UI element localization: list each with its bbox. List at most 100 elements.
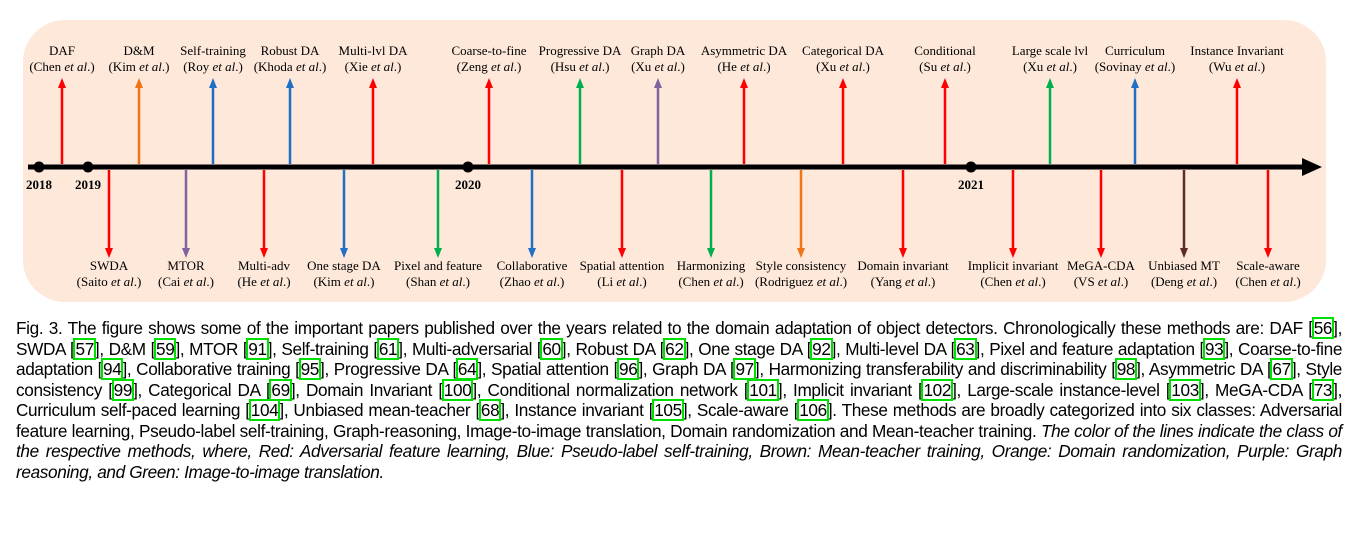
caption-text: , Coarse-to-fine adaptation <box>16 338 1343 380</box>
arrowhead-up-icon <box>654 78 662 88</box>
citation-link[interactable]: 62 <box>663 337 686 360</box>
citation-link[interactable]: 106 <box>797 399 829 421</box>
et-al: et al <box>579 59 602 74</box>
method-label: MeGA-CDA (VS et al.) <box>1067 258 1135 290</box>
caption-text: , Pixel and feature adaptation <box>979 338 1200 359</box>
citation-link[interactable]: 69 <box>269 378 292 401</box>
citation-link[interactable]: 91 <box>246 337 269 360</box>
method-label: SWDA (Saito et al.) <box>77 258 142 290</box>
method-author: (Sovinay et al.) <box>1094 59 1176 74</box>
citation-link[interactable]: 99 <box>111 378 135 401</box>
caption-text: , Unbiased mean-teacher <box>283 400 476 420</box>
timeline-svg <box>28 78 1322 258</box>
author-name: (He <box>237 274 261 289</box>
method-name: One stage DA <box>307 258 381 273</box>
et-al: et al <box>533 274 557 289</box>
arrowhead-up-icon <box>135 78 143 88</box>
year-marker-dot <box>965 161 977 173</box>
author-name: (Deng <box>1150 274 1187 289</box>
citation-link[interactable]: 92 <box>810 337 833 360</box>
method-label: Instance Invariant (Wu et al.) <box>1190 43 1283 75</box>
arrowhead-down-icon <box>434 248 442 258</box>
figure-caption: Fig. 3. The figure shows some of the imp… <box>16 317 1343 482</box>
year-label: 2019 <box>75 177 101 192</box>
arrowhead-up-icon <box>369 78 377 88</box>
et-al: et al <box>1046 59 1070 74</box>
et-al: et al <box>654 59 678 74</box>
citation-link[interactable]: 68 <box>478 399 502 421</box>
method-author: (Hsu et al.) <box>550 59 610 74</box>
citation-link[interactable]: 94 <box>101 358 124 380</box>
method-name: Style consistency <box>755 258 847 273</box>
et-al: et al <box>212 59 236 74</box>
arrowhead-down-icon <box>707 248 715 258</box>
et-al: et al <box>1097 274 1121 289</box>
method-label: Curriculum (Sovinay et al.) <box>1095 43 1176 75</box>
caption-text: , MeGA-CDA <box>1204 379 1309 400</box>
citation-link[interactable]: 95 <box>298 358 322 380</box>
arrowhead-up-icon <box>1131 78 1139 88</box>
et-al: et al <box>1270 274 1294 289</box>
citation-link[interactable]: 67 <box>1270 358 1293 380</box>
caption-text: , Spatial attention <box>481 359 614 379</box>
arrowhead-up-icon <box>1233 78 1241 88</box>
citation-link[interactable]: 102 <box>921 378 954 401</box>
citation-link[interactable]: 63 <box>954 337 977 360</box>
citation-link[interactable]: 96 <box>616 358 640 380</box>
method-author: (Chen et al.) <box>980 274 1046 289</box>
author-name: (Kim <box>108 59 140 74</box>
citation-link[interactable]: 98 <box>1114 358 1138 380</box>
citation-link[interactable]: 59 <box>153 337 177 360</box>
method-name: Domain invariant <box>857 258 949 273</box>
citation-link[interactable]: 101 <box>747 378 779 401</box>
citation-link[interactable]: 103 <box>1169 378 1201 401</box>
citation-link[interactable]: 93 <box>1202 337 1226 360</box>
method-label: Multi-lvl DA (Xie et al.) <box>339 43 408 75</box>
arrowhead-up-icon <box>58 78 66 88</box>
caption-text: , Graph DA <box>642 359 731 379</box>
method-name: DAF <box>48 43 75 58</box>
arrowhead-up-icon <box>485 78 493 88</box>
citation-link[interactable]: 97 <box>733 358 756 380</box>
method-name: Unbiased MT <box>1148 258 1220 273</box>
method-author: (Chen et al.) <box>678 274 744 289</box>
citation-link[interactable]: 60 <box>540 337 563 360</box>
arrowhead-down-icon <box>260 248 268 258</box>
arrowhead-down-icon <box>1009 248 1017 258</box>
citation-link[interactable]: 100 <box>441 378 474 401</box>
citation-link[interactable]: 64 <box>455 358 479 380</box>
method-label: Collaborative (Zhao et al.) <box>497 258 568 290</box>
arrowhead-down-icon <box>528 248 536 258</box>
caption-text: , Multi-level DA <box>836 338 951 359</box>
caption-text: , Large-scale instance-level <box>956 379 1166 400</box>
method-author: (VS et al.) <box>1073 274 1129 289</box>
method-name: Multi-lvl DA <box>338 43 408 58</box>
method-name: SWDA <box>89 258 129 273</box>
citation-link[interactable]: 61 <box>376 337 400 360</box>
citation-link[interactable]: 56 <box>1311 317 1335 339</box>
arrowhead-down-icon <box>1180 248 1188 258</box>
citation-link[interactable]: 104 <box>248 399 281 421</box>
author-name: (Cai <box>158 274 184 289</box>
caption-text: , Implicit invariant <box>782 379 919 400</box>
arrowhead-down-icon <box>618 248 626 258</box>
citation-link[interactable]: 105 <box>652 399 684 421</box>
method-author: (Xu et al.) <box>816 59 870 74</box>
timeline-panel <box>23 20 1326 302</box>
year-label: 2018 <box>26 177 52 192</box>
arrowhead-down-icon <box>340 248 348 258</box>
method-author: (Rodriguez et al.) <box>754 274 848 289</box>
method-label: Implicit invariant (Chen et al.) <box>968 258 1059 290</box>
citation-link[interactable]: 57 <box>73 337 96 360</box>
method-label: Self-training (Roy et al.) <box>180 43 246 75</box>
method-name: Scale-aware <box>1236 258 1300 273</box>
author-name: (Kim <box>313 274 345 289</box>
et-al: et al <box>139 59 162 74</box>
caption-italic-legend: The color of the lines indicate the clas… <box>16 420 1342 482</box>
citation-link[interactable]: 73 <box>1311 378 1335 401</box>
method-author: (Deng et al.) <box>1150 274 1218 289</box>
method-label: Categorical DA (Xu et al.) <box>802 43 884 75</box>
method-author: (Xu et al.) <box>1023 59 1077 74</box>
method-name: MeGA-CDA <box>1067 258 1135 273</box>
caption-text: , SWDA <box>16 318 1342 359</box>
